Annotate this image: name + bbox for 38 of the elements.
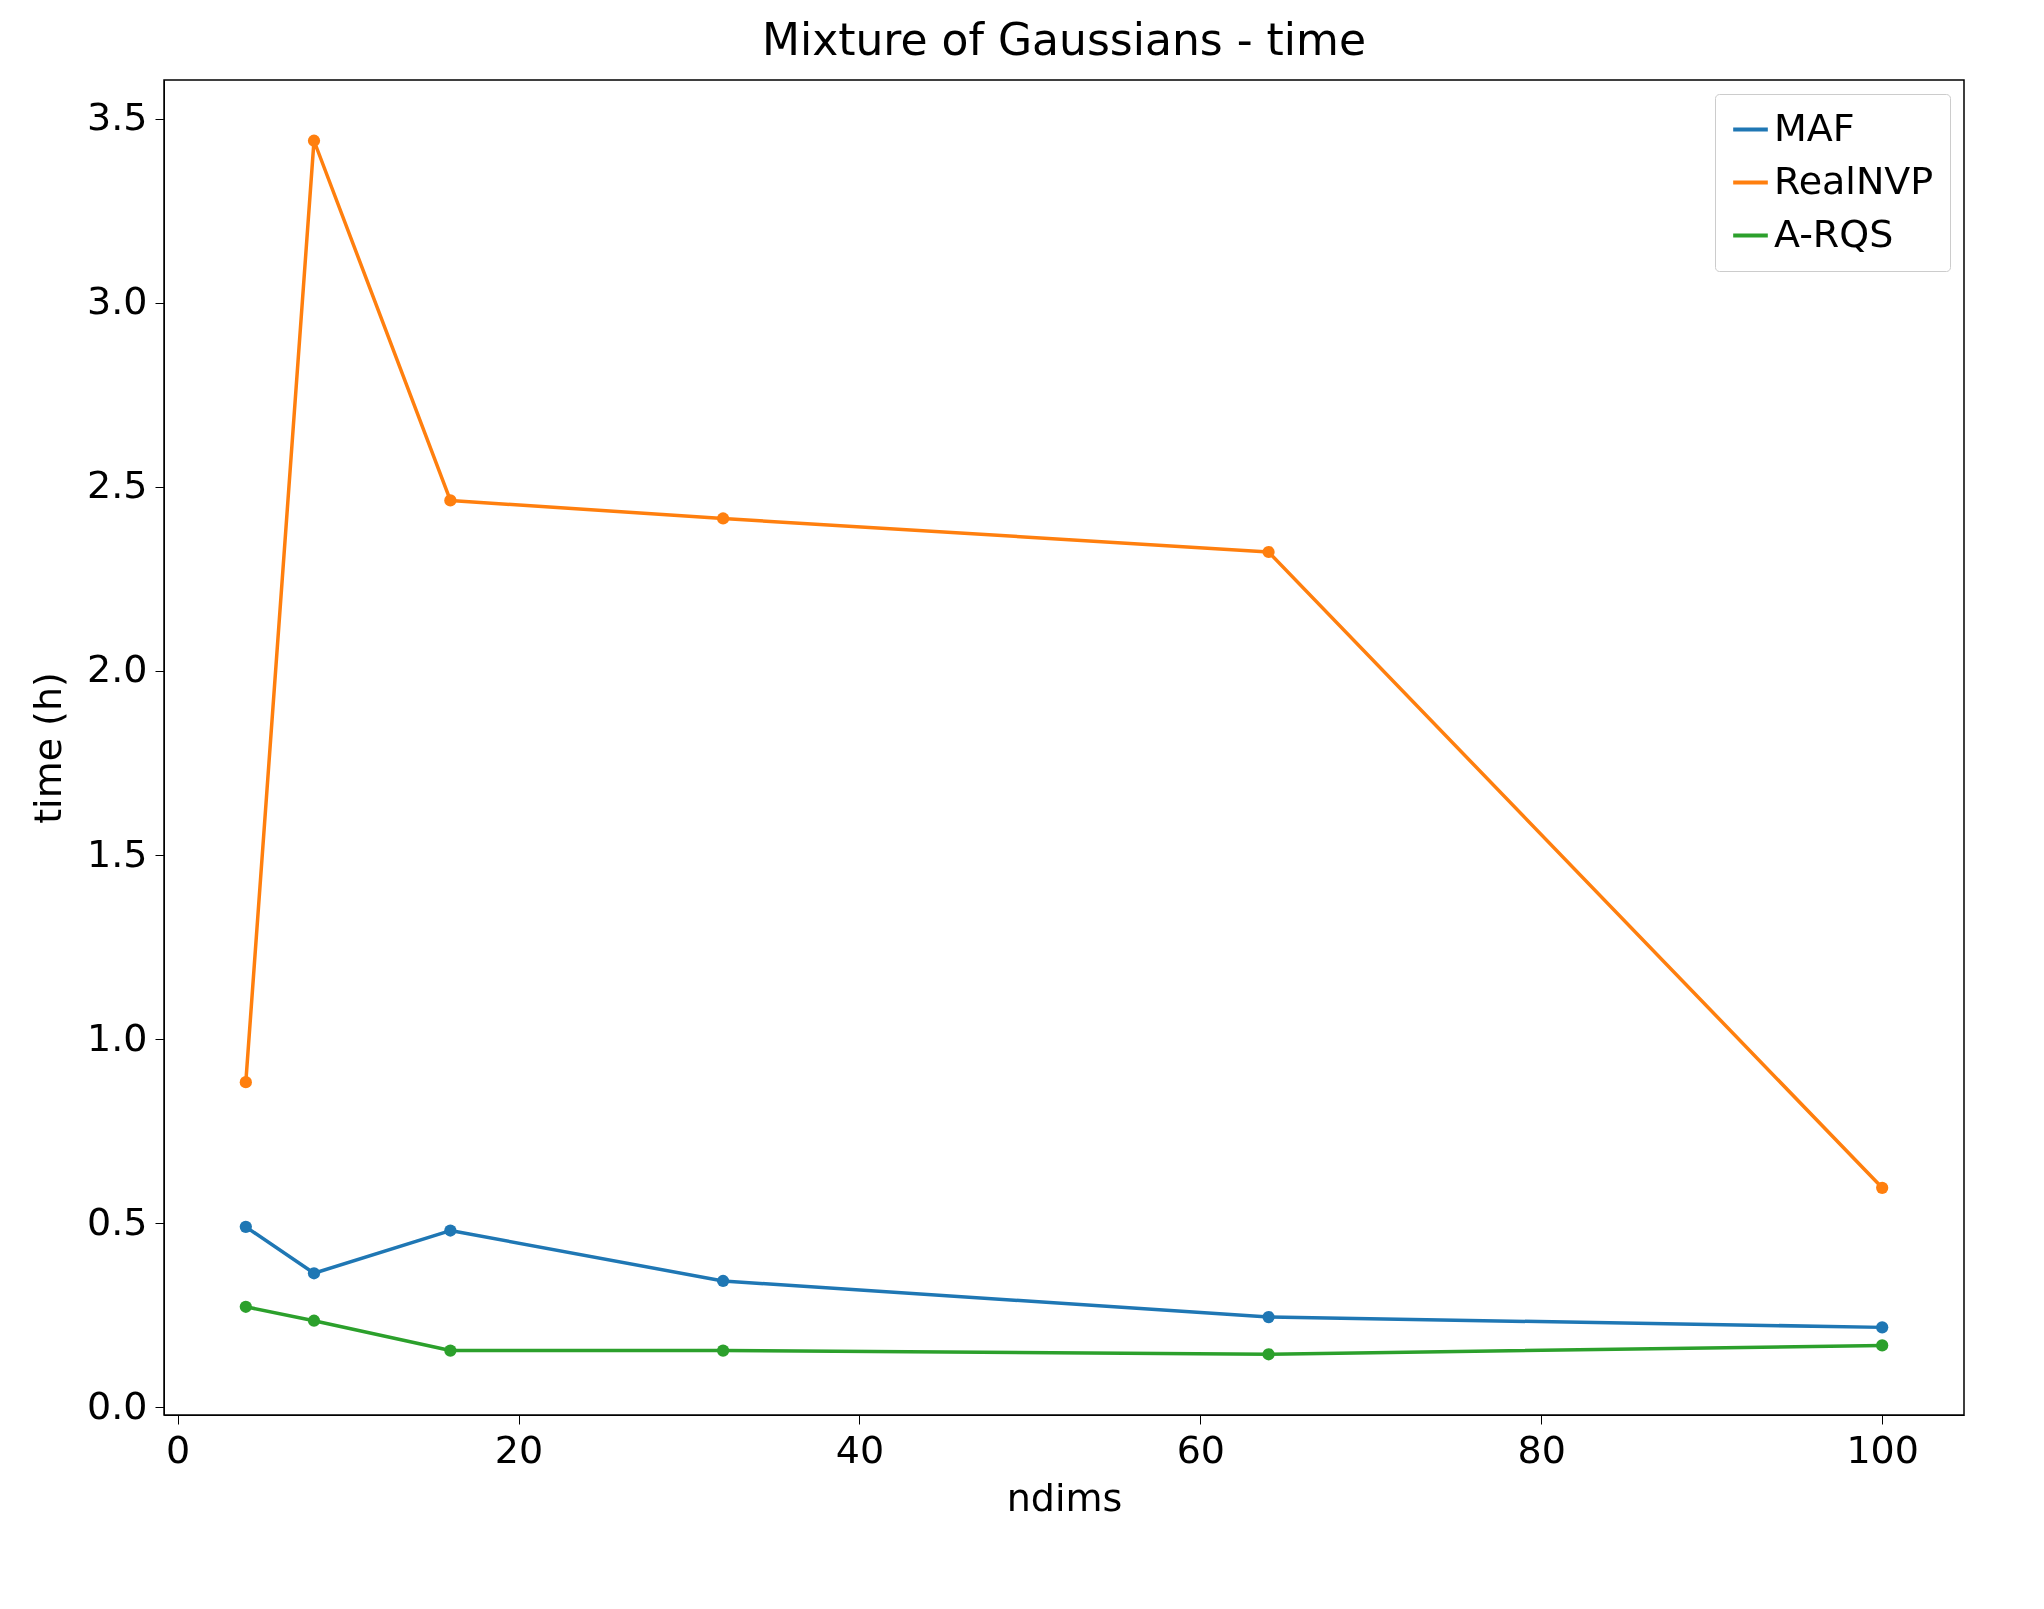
- point: [307, 1267, 321, 1280]
- x-tick-label: 80: [1517, 1427, 1566, 1472]
- x-tick-label: 100: [1846, 1427, 1919, 1472]
- point: [1876, 1321, 1889, 1334]
- legend-label: RealNVP: [1774, 158, 1934, 203]
- point: [444, 494, 457, 507]
- point: [1876, 1181, 1889, 1194]
- point: [716, 1344, 730, 1357]
- y-tick-label: 1.5: [87, 831, 148, 876]
- y-tick-label: 0.5: [87, 1199, 148, 1244]
- chart-title: Mixture of Gaussians - time: [762, 14, 1366, 65]
- x-axis-title: ndims: [1006, 1475, 1123, 1520]
- point: [716, 512, 730, 525]
- point: [239, 1220, 252, 1233]
- x-tick-label: 60: [1176, 1427, 1226, 1472]
- y-tick-label: 3.5: [87, 95, 148, 140]
- point: [307, 1314, 321, 1327]
- y-axis-title: time (h): [26, 672, 71, 824]
- point: [1262, 545, 1275, 559]
- y-tick-label: 0.0: [87, 1383, 148, 1428]
- point: [307, 134, 321, 147]
- point: [1262, 1348, 1275, 1361]
- y-tick-label: 2.0: [87, 647, 148, 692]
- legend-label: MAF: [1774, 105, 1855, 150]
- x-tick-label: 40: [835, 1427, 885, 1472]
- y-tick-label: 2.5: [87, 463, 148, 508]
- point: [444, 1224, 457, 1237]
- point: [444, 1344, 457, 1357]
- legend-label: A-RQS: [1774, 211, 1894, 256]
- point: [1876, 1339, 1889, 1352]
- point: [239, 1076, 252, 1089]
- point: [1262, 1310, 1275, 1324]
- y-tick-label: 1.0: [87, 1015, 148, 1060]
- x-tick-label: 0: [166, 1427, 191, 1472]
- y-tick-label: 3.0: [87, 279, 148, 324]
- point: [716, 1274, 730, 1288]
- point: [239, 1300, 252, 1313]
- x-tick-label: 20: [494, 1427, 544, 1472]
